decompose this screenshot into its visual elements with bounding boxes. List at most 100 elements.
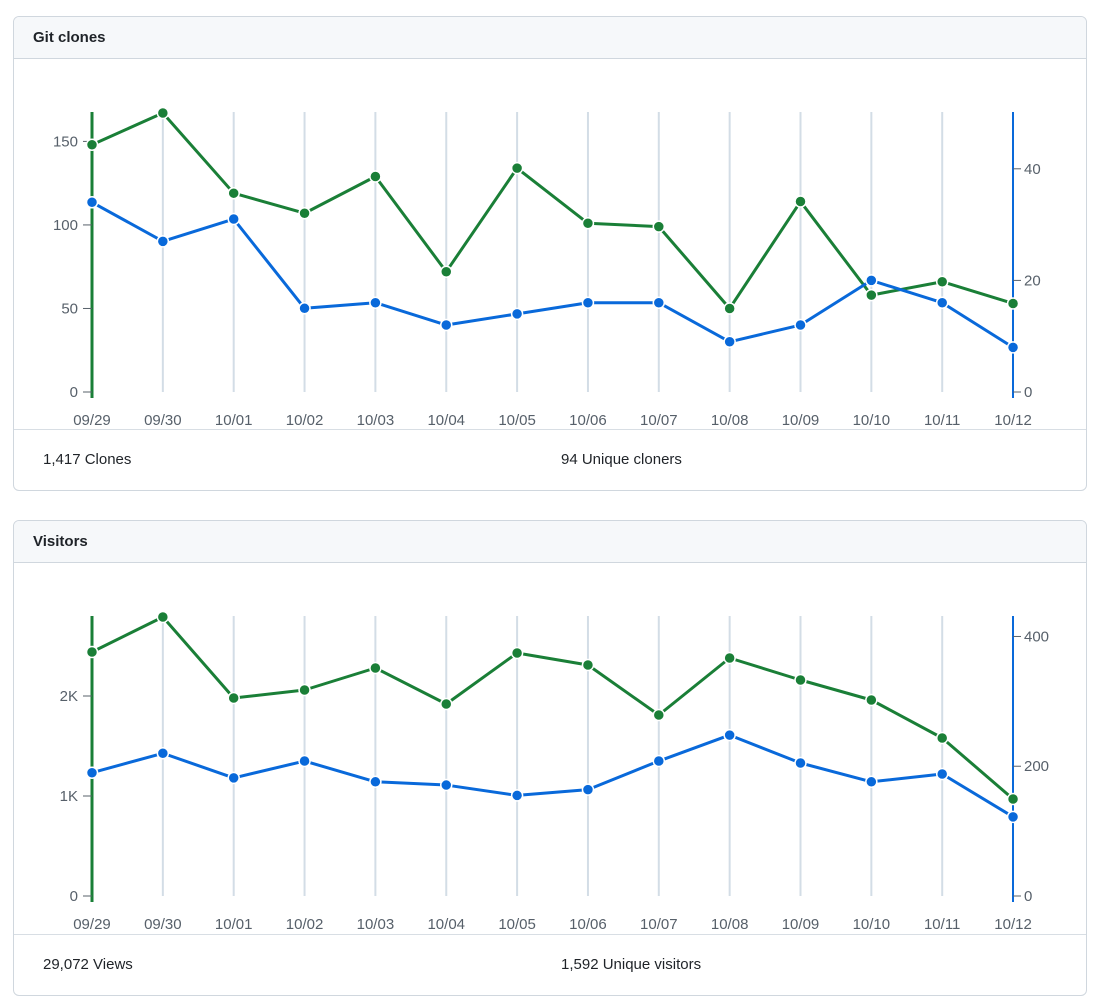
left-axis-tick-label: 100 [53, 217, 78, 234]
left-axis-tick-label: 0 [70, 888, 78, 905]
data-point-views[interactable] [227, 691, 240, 705]
x-axis-tick-label: 10/12 [994, 412, 1032, 429]
data-point-unique-visitors[interactable] [227, 771, 240, 785]
x-axis-tick-label: 10/05 [498, 916, 536, 933]
data-point-unique-cloners[interactable] [156, 235, 170, 248]
data-point-views[interactable] [865, 693, 878, 707]
x-axis-tick-label: 09/30 [144, 412, 182, 429]
x-axis-tick-label: 10/11 [924, 916, 960, 933]
data-point-unique-cloners[interactable] [510, 307, 524, 321]
series-line-views [91, 615, 1015, 801]
data-point-unique-cloners[interactable] [581, 296, 595, 309]
x-axis-tick-label: 10/06 [569, 916, 607, 933]
data-point-unique-cloners[interactable] [794, 318, 807, 332]
x-axis-tick-label: 10/09 [782, 412, 820, 429]
data-point-clones[interactable] [865, 288, 878, 302]
data-point-unique-cloners[interactable] [440, 318, 453, 332]
data-point-clones[interactable] [227, 186, 240, 200]
data-point-clones[interactable] [510, 161, 524, 175]
data-point-unique-visitors[interactable] [794, 756, 807, 770]
x-axis-tick-label: 10/04 [427, 916, 465, 933]
data-point-clones[interactable] [935, 275, 949, 288]
visitors-summary: 29,072 Views 1,592 Unique visitors [14, 934, 1086, 995]
data-point-unique-visitors[interactable] [510, 789, 524, 802]
x-axis-tick-label: 09/30 [144, 916, 182, 933]
x-axis-tick-label: 09/29 [73, 412, 111, 429]
data-point-unique-cloners[interactable] [298, 302, 311, 315]
right-axis-tick-label: 400 [1024, 628, 1049, 645]
series-line-unique-visitors [91, 733, 1014, 819]
data-point-views[interactable] [1006, 792, 1020, 806]
x-axis-tick-label: 10/03 [357, 412, 395, 429]
series-line-unique-cloners [91, 200, 1014, 349]
right-axis-tick-label: 40 [1024, 161, 1041, 178]
data-point-unique-visitors[interactable] [298, 754, 311, 768]
x-axis-tick-label: 10/12 [994, 916, 1032, 933]
x-axis-tick-label: 10/08 [711, 412, 749, 429]
data-point-views[interactable] [298, 683, 311, 697]
data-point-unique-visitors[interactable] [156, 747, 170, 760]
data-point-unique-cloners[interactable] [652, 296, 666, 309]
x-axis-tick-label: 10/02 [286, 412, 324, 429]
data-point-unique-cloners[interactable] [865, 274, 878, 287]
data-point-unique-visitors[interactable] [581, 783, 595, 796]
data-point-views[interactable] [85, 645, 99, 659]
x-axis-tick-label: 10/10 [853, 412, 891, 429]
data-point-clones[interactable] [298, 206, 311, 220]
data-point-views[interactable] [581, 658, 595, 672]
visitors-panel-header: Visitors [14, 521, 1086, 563]
data-point-clones[interactable] [85, 138, 99, 151]
x-axis-tick-label: 10/10 [853, 916, 891, 933]
data-point-clones[interactable] [156, 106, 170, 120]
data-point-unique-cloners[interactable] [1006, 341, 1020, 354]
data-point-clones[interactable] [652, 220, 666, 233]
left-axis-tick-label: 2K [60, 688, 78, 705]
data-point-unique-visitors[interactable] [935, 767, 949, 781]
x-axis-tick-label: 10/04 [427, 412, 465, 429]
data-point-unique-cloners[interactable] [723, 335, 736, 349]
data-point-views[interactable] [510, 646, 524, 660]
left-axis-tick-label: 0 [70, 384, 78, 401]
x-axis-tick-label: 10/09 [782, 916, 820, 933]
series-line-clones [91, 111, 1014, 310]
right-axis-tick-label: 0 [1024, 384, 1032, 401]
data-point-views[interactable] [440, 697, 453, 711]
data-point-unique-visitors[interactable] [369, 775, 382, 789]
data-point-unique-visitors[interactable] [85, 766, 99, 779]
data-point-views[interactable] [794, 673, 807, 687]
data-point-views[interactable] [652, 708, 666, 722]
visitors-panel-title: Visitors [33, 533, 88, 550]
visitors-chart: 0 1K 2K 0 200 400 09/29 09/30 10/01 10/02 10/03 10/… [60, 610, 1049, 933]
x-axis-tick-label: 09/29 [73, 916, 111, 933]
data-point-views[interactable] [723, 651, 736, 665]
data-point-unique-visitors[interactable] [440, 778, 453, 792]
unique-cloners-stat: 94 Unique cloners [561, 451, 682, 468]
data-point-clones[interactable] [794, 195, 807, 208]
data-point-views[interactable] [369, 661, 382, 675]
x-axis-tick-label: 10/11 [924, 412, 960, 429]
data-point-clones[interactable] [1006, 297, 1020, 310]
x-axis-tick-label: 10/03 [357, 916, 395, 933]
data-point-unique-cloners[interactable] [227, 212, 240, 226]
data-point-unique-visitors[interactable] [1006, 810, 1020, 824]
clones-panel-header: Git clones [14, 17, 1086, 59]
data-point-clones[interactable] [723, 302, 736, 315]
data-point-unique-cloners[interactable] [85, 196, 99, 209]
data-point-unique-cloners[interactable] [369, 296, 382, 309]
data-point-views[interactable] [156, 610, 170, 624]
left-axis-tick-label: 150 [53, 133, 78, 150]
data-point-clones[interactable] [369, 170, 382, 183]
clones-summary: 1,417 Clones 94 Unique cloners [14, 429, 1086, 490]
left-axis-tick-label: 1K [60, 788, 78, 805]
data-point-unique-visitors[interactable] [723, 728, 736, 742]
data-point-unique-visitors[interactable] [865, 775, 878, 789]
data-point-unique-cloners[interactable] [935, 296, 949, 309]
data-point-views[interactable] [935, 731, 949, 745]
clones-chart: 0 50 100 150 0 20 40 09/29 09/30 10/01 10/02 10/03 1… [53, 106, 1041, 429]
data-point-unique-visitors[interactable] [652, 754, 666, 768]
x-axis-tick-label: 10/05 [498, 412, 536, 429]
data-point-clones[interactable] [440, 265, 453, 278]
x-axis-tick-label: 10/02 [286, 916, 324, 933]
data-point-clones[interactable] [581, 217, 595, 230]
total-clones-stat: 1,417 Clones [43, 451, 132, 468]
